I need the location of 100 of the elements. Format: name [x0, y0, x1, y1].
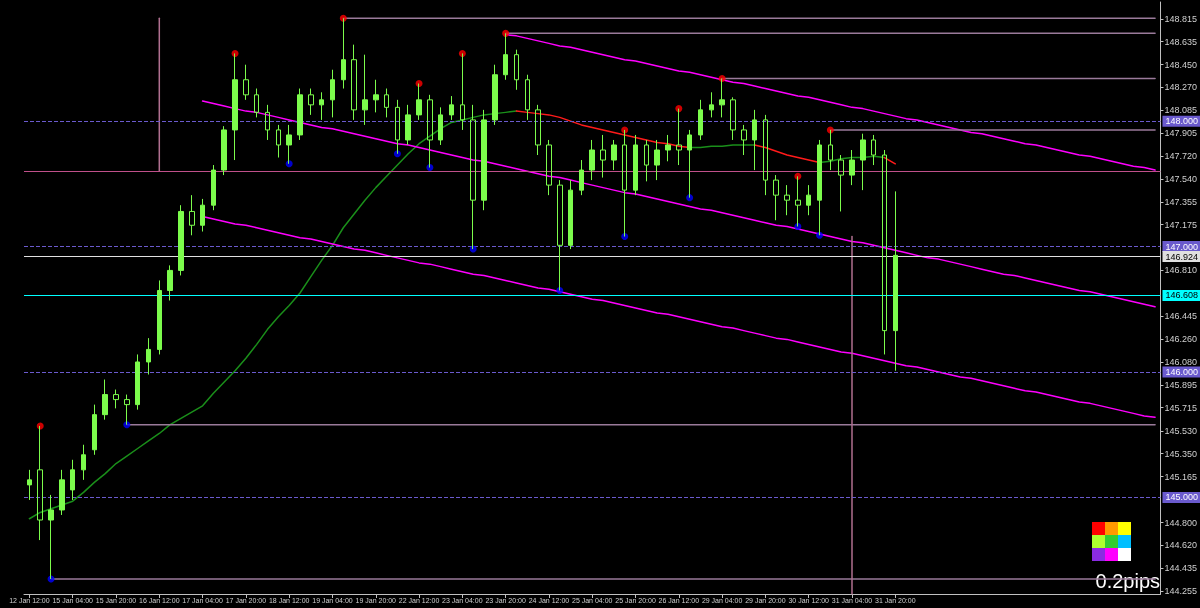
candlestick: [395, 99, 400, 155]
candlestick: [665, 134, 671, 162]
candlestick: [48, 494, 54, 580]
candlestick: [828, 129, 833, 171]
y-tick-label: 145.165: [1164, 471, 1198, 482]
candlestick: [741, 124, 747, 156]
candlestick: [319, 91, 324, 121]
candlestick: [297, 88, 303, 141]
candlestick: [70, 459, 75, 501]
line-series: [201, 100, 1156, 308]
y-tick-label: 145.350: [1164, 448, 1198, 459]
point: [556, 286, 564, 294]
candlestick: [221, 125, 227, 176]
candlestick: [178, 204, 184, 276]
candlestick: [81, 444, 86, 481]
ref-line-label: 145.000: [1165, 492, 1199, 503]
candlestick: [124, 394, 130, 426]
candlestick: [589, 139, 595, 181]
candlestick: [135, 353, 140, 411]
candlestick: [546, 139, 552, 196]
candlestick: [308, 88, 314, 116]
candlestick: [893, 190, 898, 372]
candlestick: [719, 78, 725, 118]
y-tick-label: 146.445: [1164, 311, 1198, 322]
candlestick: [157, 279, 162, 355]
candlestick: [146, 337, 151, 376]
y-tick-label: 148.270: [1164, 82, 1198, 93]
candlestick: [611, 139, 617, 171]
candlestick: [37, 425, 43, 541]
candlestick: [633, 134, 638, 196]
candlestick: [600, 134, 606, 179]
candlestick: [579, 159, 584, 196]
y-tick-label: 147.720: [1164, 151, 1198, 162]
ref-line-label: 146.000: [1165, 367, 1199, 377]
candlestick: [167, 264, 173, 302]
candlestick: [622, 129, 627, 238]
y-tick-label: 148.085: [1164, 105, 1198, 116]
ref-line-label: 146.924: [1165, 251, 1199, 262]
candlestick: [200, 198, 205, 233]
candlestick: [416, 83, 422, 121]
candlestick: [492, 64, 498, 126]
candlestick: [276, 124, 281, 159]
y-tick-label: 147.540: [1164, 173, 1198, 184]
y-tick-label: 147.175: [1164, 219, 1198, 230]
point: [415, 80, 423, 88]
candlestick: [286, 124, 292, 165]
candlestick: [373, 79, 379, 113]
candlestick: [265, 104, 270, 141]
candlestick: [351, 44, 357, 121]
candlestick: [568, 179, 573, 250]
candlestick: [514, 49, 519, 91]
y-tick-label: 148.635: [1164, 36, 1198, 47]
y-tick-label: 146.080: [1164, 356, 1198, 367]
candlestick: [525, 74, 530, 121]
candlestick: [102, 379, 108, 421]
point: [718, 75, 726, 83]
candlestick: [644, 139, 649, 182]
y-tick-label: 145.715: [1164, 402, 1198, 413]
candlestick: [449, 95, 454, 121]
candlestick: [470, 104, 476, 250]
candlestick: [817, 139, 822, 236]
candlestick: [481, 109, 487, 211]
candlestick: [243, 64, 249, 101]
y-tick-label: 144.620: [1164, 540, 1198, 551]
candlestick: [838, 154, 844, 212]
candlestick: [773, 174, 779, 221]
y-tick-label: 144.435: [1164, 563, 1198, 574]
ref-line-label: 147.000: [1165, 241, 1199, 252]
candlestick: [730, 96, 736, 141]
candlestick: [806, 184, 811, 216]
candlestick: [59, 469, 65, 516]
candlestick: [784, 184, 790, 216]
candlestick: [438, 106, 443, 146]
candlestick: [654, 139, 660, 181]
candlestick: [882, 149, 887, 355]
candlestick: [535, 104, 541, 156]
candlestick: [763, 114, 768, 196]
candlestick: [384, 88, 389, 118]
candlestick: [460, 52, 465, 131]
candlestick: [113, 389, 119, 409]
candlestick: [427, 94, 433, 169]
candlestick: [27, 469, 32, 501]
y-tick-label: 145.530: [1164, 425, 1198, 436]
candlestick: [189, 194, 195, 236]
ref-line-label: 148.000: [1165, 116, 1199, 127]
point: [675, 105, 683, 113]
candlestick: [254, 88, 259, 118]
ref-line-label: 146.608: [1165, 290, 1199, 301]
y-tick-label: 146.260: [1164, 334, 1198, 345]
y-tick-label: 145.895: [1164, 380, 1198, 391]
candlestick: [698, 99, 703, 141]
annotation: 0.2pips: [1095, 570, 1161, 592]
candlestick: [362, 54, 368, 126]
y-tick-label: 148.815: [1164, 13, 1198, 24]
candlestick: [405, 104, 411, 146]
point: [816, 231, 824, 239]
candlestick: [557, 179, 563, 291]
candlestick: [709, 91, 714, 118]
candlestick: [330, 69, 335, 118]
y-tick-label: 146.810: [1164, 265, 1198, 276]
